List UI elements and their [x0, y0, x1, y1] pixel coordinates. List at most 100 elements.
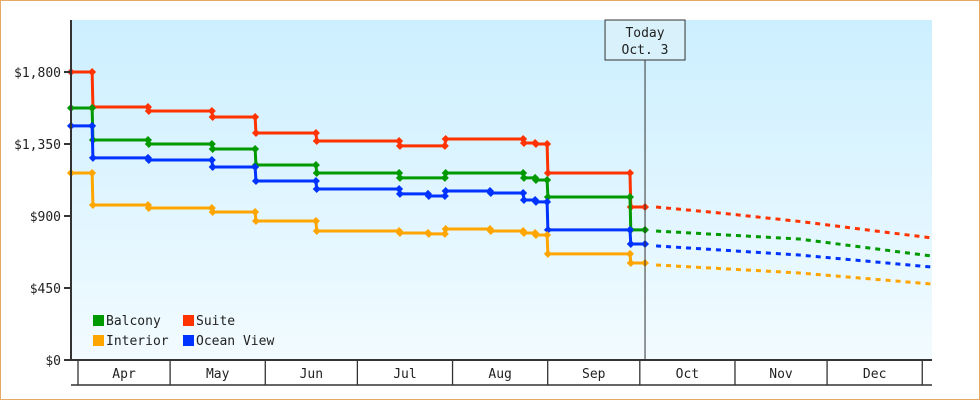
- projection-line: [655, 229, 932, 258]
- data-point-marker: [144, 204, 153, 212]
- legend-item-interior: Interior: [93, 334, 169, 349]
- data-point-marker: [88, 68, 97, 76]
- data-point-marker: [440, 192, 449, 200]
- data-point-marker: [207, 156, 216, 164]
- data-point-marker: [311, 128, 320, 137]
- data-point-marker: [312, 184, 321, 193]
- data-point-marker: [486, 188, 495, 197]
- data-point-marker: [395, 228, 404, 237]
- data-point-marker: [207, 140, 216, 148]
- y-tick-label: $1,350: [14, 138, 61, 153]
- data-point-marker: [543, 176, 552, 184]
- data-point-marker: [395, 189, 404, 198]
- legend-item-suite: Suite: [183, 314, 235, 329]
- data-point-marker: [519, 168, 528, 177]
- data-point-marker: [88, 153, 97, 162]
- projection-line: [655, 263, 932, 286]
- y-tick-label: $0: [45, 354, 61, 369]
- data-point-marker: [208, 163, 217, 172]
- data-point-marker: [88, 104, 97, 112]
- month-label-nov: Nov: [769, 367, 793, 382]
- data-point-marker: [543, 197, 552, 206]
- month-label-oct: Oct: [676, 367, 699, 382]
- legend-label: Ocean View: [196, 334, 274, 349]
- data-point-marker: [531, 140, 540, 148]
- series-interior: [66, 168, 932, 286]
- data-point-marker: [395, 141, 404, 150]
- data-point-marker: [441, 224, 450, 233]
- month-label-apr: Apr: [112, 367, 136, 382]
- month-label-sep: Sep: [582, 367, 606, 382]
- data-point-marker: [626, 240, 635, 248]
- data-point-marker: [88, 168, 97, 177]
- month-label-jun: Jun: [300, 367, 323, 382]
- data-point-marker: [251, 208, 260, 216]
- data-point-marker: [395, 173, 404, 182]
- data-point-marker: [208, 208, 217, 216]
- series-balcony: [66, 104, 932, 258]
- today-date: Oct. 3: [622, 43, 669, 58]
- data-point-marker: [395, 168, 404, 177]
- data-point-marker: [543, 168, 552, 177]
- data-point-marker: [208, 112, 217, 121]
- month-label-aug: Aug: [488, 367, 511, 382]
- y-tick-label: $450: [30, 282, 61, 297]
- data-point-marker: [144, 156, 153, 164]
- data-point-marker: [625, 168, 634, 177]
- legend-item-balcony: Balcony: [93, 314, 161, 329]
- data-point-marker: [424, 229, 433, 238]
- data-point-marker: [144, 107, 153, 116]
- legend-swatch: [93, 315, 104, 326]
- data-point-marker: [519, 173, 528, 182]
- legend-item-ocean-view: Ocean View: [183, 334, 274, 349]
- projection-line: [655, 244, 932, 269]
- month-label-jul: Jul: [393, 367, 416, 382]
- data-point-marker: [395, 136, 404, 145]
- data-point-marker: [312, 136, 321, 145]
- data-point-marker: [251, 176, 260, 185]
- data-point-marker: [543, 140, 552, 148]
- data-point-marker: [543, 249, 552, 258]
- data-point-marker: [251, 163, 260, 172]
- legend-swatch: [93, 335, 104, 346]
- data-point-marker: [424, 192, 433, 200]
- data-point-marker: [441, 135, 450, 144]
- data-point-marker: [88, 200, 97, 209]
- data-point-marker: [441, 168, 450, 177]
- data-point-marker: [311, 160, 320, 169]
- y-tick-label: $1,800: [14, 66, 61, 81]
- today-callout-box: [604, 19, 686, 61]
- data-point-marker: [251, 216, 260, 225]
- data-point-marker: [543, 225, 552, 234]
- data-point-marker: [395, 184, 404, 193]
- data-point-marker: [440, 229, 449, 238]
- data-point-marker: [440, 173, 449, 182]
- data-point-marker: [88, 121, 97, 130]
- data-point-marker: [531, 176, 540, 184]
- projection-line: [655, 205, 932, 240]
- data-point-marker: [251, 144, 260, 153]
- legend-swatch: [183, 315, 194, 326]
- data-point-marker: [312, 168, 321, 177]
- data-point-marker: [519, 139, 528, 148]
- data-point-marker: [251, 112, 260, 121]
- legend-label: Balcony: [106, 314, 161, 329]
- data-point-marker: [519, 196, 528, 204]
- plot-area: [71, 20, 932, 360]
- data-point-marker: [543, 192, 552, 201]
- today-label: Today: [625, 26, 664, 41]
- series-ocean-view: [66, 121, 932, 269]
- data-point-marker: [486, 227, 495, 236]
- data-point-marker: [625, 225, 634, 234]
- data-point-marker: [207, 107, 216, 116]
- data-point-marker: [543, 231, 552, 240]
- legend-label: Suite: [196, 314, 235, 329]
- series-suite: [66, 68, 932, 240]
- data-point-marker: [519, 188, 528, 197]
- data-point-marker: [625, 249, 634, 258]
- data-point-marker: [144, 140, 153, 148]
- data-point-marker: [531, 197, 540, 206]
- data-point-marker: [531, 231, 540, 240]
- legend-label: Interior: [106, 334, 169, 349]
